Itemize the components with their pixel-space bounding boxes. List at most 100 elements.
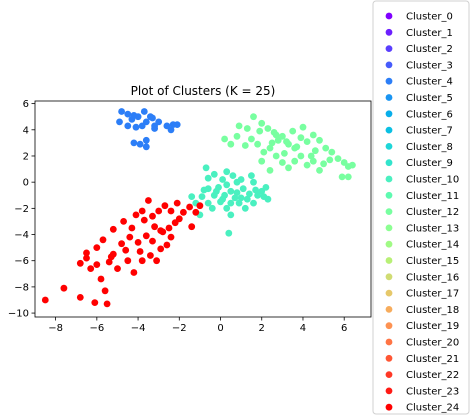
- point-cluster-12-43: [299, 123, 307, 131]
- point-cluster-10-34: [241, 204, 249, 212]
- point-cluster-10-29: [198, 193, 206, 201]
- point-cluster-24-26: [134, 239, 142, 246]
- point-cluster-24-18: [147, 252, 154, 259]
- point-cluster-12-48: [293, 143, 301, 151]
- y-tick-label: −10: [8, 309, 29, 320]
- point-cluster-24-11: [105, 258, 113, 266]
- legend-label: Cluster_5: [406, 93, 453, 104]
- legend-marker: [385, 94, 393, 101]
- legend: Cluster_0 Cluster_1 Cluster_2 Cluster_3 Clus…: [372, 0, 470, 415]
- point-cluster-12-36: [233, 132, 241, 140]
- legend-label: Cluster_1: [406, 28, 453, 39]
- legend-label: Cluster_17: [406, 289, 459, 300]
- point-cluster-24-36: [192, 208, 200, 216]
- legend-marker: [385, 191, 393, 199]
- point-cluster-24-27: [128, 224, 136, 232]
- point-cluster-24-6: [76, 259, 84, 267]
- point-cluster-24-53: [157, 227, 165, 235]
- point-cluster-12-28: [285, 164, 292, 172]
- y-tick-label: 4: [23, 125, 29, 136]
- point-cluster-24-38: [145, 197, 152, 204]
- point-cluster-24-54: [126, 233, 134, 241]
- point-cluster-24-2: [76, 294, 84, 301]
- y-tick-label: 0: [23, 178, 29, 189]
- legend-label: Cluster_15: [406, 256, 459, 267]
- point-cluster-12-45: [326, 156, 334, 164]
- point-cluster-12-0: [235, 122, 243, 130]
- point-cluster-12-35: [241, 142, 249, 149]
- x-tick-label: 6: [341, 323, 347, 334]
- point-cluster-10-3: [219, 176, 227, 183]
- point-cluster-24-21: [163, 241, 171, 249]
- point-cluster-10-1: [204, 174, 212, 182]
- point-cluster-12-23: [316, 167, 323, 174]
- point-cluster-24-49: [175, 215, 183, 223]
- y-tick-label: 6: [23, 99, 29, 110]
- point-cluster-12-26: [297, 152, 305, 160]
- point-cluster-12-11: [303, 138, 311, 146]
- point-cluster-10-10: [204, 185, 212, 193]
- legend-marker: [385, 354, 393, 362]
- point-cluster-10-2: [210, 170, 218, 178]
- x-tick-label: 2: [259, 323, 265, 334]
- legend-frame: [372, 0, 470, 415]
- point-cluster-24-41: [109, 225, 117, 233]
- data-points: [41, 108, 356, 308]
- point-cluster-24-42: [99, 236, 107, 244]
- point-cluster-24-39: [132, 211, 140, 219]
- point-cluster-4-9: [132, 123, 140, 131]
- legend-marker: [385, 28, 393, 36]
- point-cluster-12-2: [250, 113, 257, 121]
- point-cluster-24-20: [157, 245, 165, 253]
- point-cluster-10-41: [239, 185, 247, 193]
- point-cluster-24-43: [93, 244, 101, 252]
- point-cluster-4-18: [136, 140, 144, 148]
- point-cluster-12-29: [279, 159, 286, 166]
- point-cluster-4-20: [142, 143, 150, 151]
- point-cluster-24-40: [120, 218, 127, 225]
- point-cluster-24-0: [41, 296, 49, 304]
- legend-marker: [385, 45, 393, 52]
- point-cluster-10-39: [217, 198, 224, 206]
- point-cluster-4-1: [124, 110, 132, 118]
- point-cluster-10-24: [262, 184, 270, 191]
- point-cluster-10-19: [237, 194, 245, 202]
- legend-marker: [385, 322, 393, 330]
- point-cluster-24-35: [186, 203, 194, 211]
- point-cluster-24-8: [87, 265, 95, 272]
- point-cluster-12-51: [268, 139, 276, 147]
- point-cluster-24-9: [93, 261, 101, 268]
- point-cluster-10-37: [225, 229, 233, 237]
- legend-label: Cluster_14: [406, 240, 459, 251]
- legend-label: Cluster_9: [406, 158, 453, 169]
- x-tick-label: −8: [48, 323, 63, 334]
- point-cluster-12-13: [316, 136, 323, 144]
- y-tick-label: −6: [14, 256, 29, 267]
- point-cluster-24-25: [142, 232, 150, 240]
- point-cluster-10-31: [208, 204, 216, 212]
- point-cluster-4-22: [138, 122, 146, 130]
- point-cluster-24-16: [130, 269, 138, 276]
- point-cluster-24-17: [138, 257, 146, 265]
- point-cluster-24-30: [155, 207, 163, 215]
- point-cluster-12-4: [264, 125, 272, 132]
- point-cluster-10-8: [250, 178, 257, 186]
- point-cluster-12-38: [221, 135, 229, 143]
- legend-label: Cluster_6: [406, 109, 453, 120]
- point-cluster-24-45: [122, 246, 130, 254]
- point-cluster-10-35: [250, 199, 257, 207]
- point-cluster-10-33: [227, 211, 235, 219]
- point-cluster-10-26: [254, 191, 261, 199]
- point-cluster-12-46: [272, 131, 280, 139]
- point-cluster-10-18: [235, 199, 243, 207]
- point-cluster-4-17: [142, 136, 150, 144]
- point-cluster-24-50: [188, 223, 196, 231]
- point-cluster-24-4: [103, 300, 111, 308]
- legend-marker: [385, 403, 393, 411]
- point-cluster-10-20: [243, 195, 251, 203]
- legend-marker: [385, 306, 393, 313]
- point-cluster-12-25: [303, 161, 311, 169]
- x-axis: −8 −6 −4 −2 0 2 4 6: [48, 317, 347, 334]
- point-cluster-10-21: [246, 190, 253, 198]
